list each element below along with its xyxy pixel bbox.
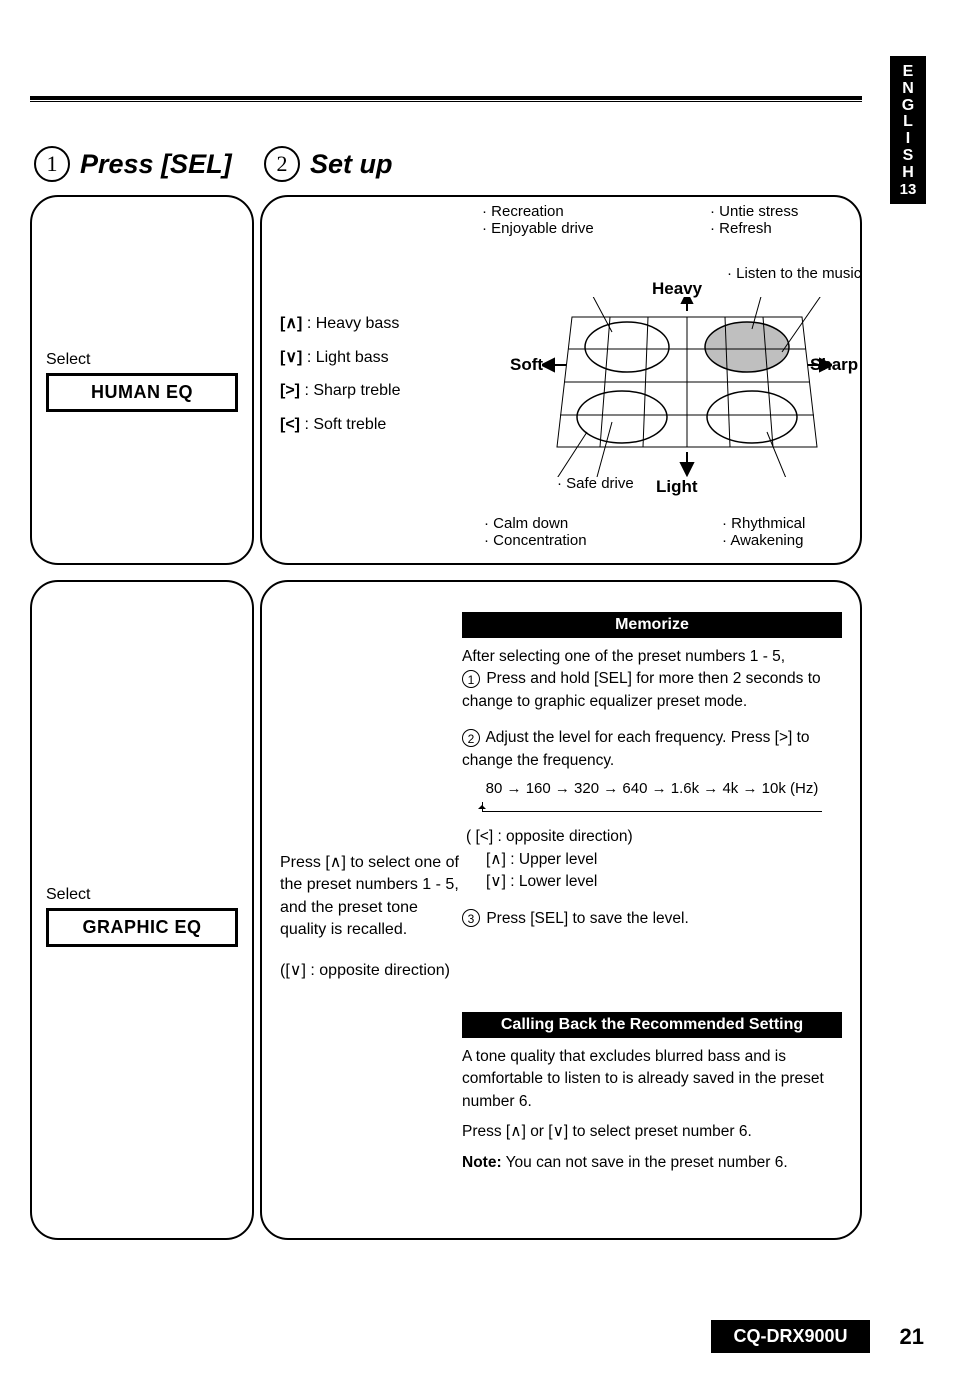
step-circle-icon: 1 <box>462 670 480 688</box>
annotation-safe-drive: · Safe drive <box>557 475 634 492</box>
key-opposite: ( [<] : opposite direction) <box>462 826 842 848</box>
calling-back-block: Calling Back the Recommended Setting A t… <box>462 1012 842 1174</box>
calling-back-body: A tone quality that excludes blurred bas… <box>462 1046 842 1113</box>
step-1-heading: 1 Press [SEL] <box>34 146 264 182</box>
lang-letter: N <box>890 81 926 98</box>
select-label: Select <box>46 351 238 369</box>
step-number-icon: 2 <box>264 146 300 182</box>
graphic-eq-mode-box: GRAPHIC EQ <box>46 908 238 947</box>
step-number-icon: 1 <box>34 146 70 182</box>
control-row: [<] : Soft treble <box>280 408 450 442</box>
page-number: 21 <box>900 1324 924 1350</box>
memorize-step1: 1 Press and hold [SEL] for more then 2 s… <box>462 668 842 713</box>
annotation-bottom-left: · Calm down · Concentration <box>484 515 587 549</box>
step-circle-icon: 3 <box>462 909 480 927</box>
header-rule-thin <box>30 101 862 102</box>
step-2-label: Set up <box>310 149 393 180</box>
language-tab: E N G L I S H 13 <box>890 56 926 204</box>
memorize-step3: 3 Press [SEL] to save the level. <box>462 908 842 930</box>
annotation-far-right: · Listen to the music <box>727 265 867 282</box>
step-1-label: Press [SEL] <box>80 149 232 180</box>
axis-left: Soft <box>510 355 543 375</box>
graphic-eq-select-panel: Select GRAPHIC EQ <box>30 580 254 1240</box>
control-row: [∨] : Light bass <box>280 341 450 375</box>
lang-letter: L <box>890 114 926 131</box>
key-down: [∨] : Lower level <box>462 871 842 893</box>
manual-page: E N G L I S H 13 1 Press [SEL] 2 Set up … <box>0 0 954 1375</box>
direction-controls: [∧] : Heavy bass [∨] : Light bass [>] : … <box>280 307 450 441</box>
memorize-intro: After selecting one of the preset number… <box>462 646 842 668</box>
eq-quadrant-diagram <box>542 297 832 477</box>
control-row: [>] : Sharp treble <box>280 374 450 408</box>
frequency-loop-arrow-icon <box>482 802 822 812</box>
header-rule <box>30 96 862 100</box>
preset-instructions: Press [∧] to select one of the preset nu… <box>280 852 460 982</box>
preset-sub-text: ([∨] : opposite direction) <box>280 960 460 982</box>
lang-letter: H <box>890 165 926 182</box>
page-footer: CQ-DRX900U 21 <box>30 1320 924 1353</box>
graphic-eq-row: Select GRAPHIC EQ Press [∧] to select on… <box>30 580 862 1240</box>
human-eq-setup-panel: [∧] : Heavy bass [∨] : Light bass [>] : … <box>260 195 862 565</box>
key-up: [∧] : Upper level <box>462 849 842 871</box>
lang-letter: S <box>890 148 926 165</box>
calling-back-action: Press [∧] or [∨] to select preset number… <box>462 1121 842 1143</box>
memorize-block: Memorize After selecting one of the pres… <box>462 612 842 930</box>
calling-back-header: Calling Back the Recommended Setting <box>462 1012 842 1038</box>
axis-bottom: Light <box>656 477 698 497</box>
lang-letter: E <box>890 64 926 81</box>
step-2-heading: 2 Set up <box>264 146 862 182</box>
human-eq-row: Select HUMAN EQ [∧] : Heavy bass [∨] : L… <box>30 195 862 565</box>
lang-letter: G <box>890 98 926 115</box>
annotation-bottom-right: · Rhythmical · Awakening <box>722 515 805 549</box>
annotation-top-left: · Recreation · Enjoyable drive <box>482 203 594 237</box>
preset-main-text: Press [∧] to select one of the preset nu… <box>280 852 460 942</box>
frequency-sequence: 80 → 160 → 320 → 640 → 1.6k → 4k → 10k (… <box>462 778 842 800</box>
control-row: [∧] : Heavy bass <box>280 307 450 341</box>
human-eq-mode-box: HUMAN EQ <box>46 373 238 412</box>
lang-section-number: 13 <box>900 181 917 198</box>
annotation-top-right: · Untie stress · Refresh <box>710 203 798 237</box>
model-badge: CQ-DRX900U <box>711 1320 869 1353</box>
step-headings: 1 Press [SEL] 2 Set up <box>34 146 862 182</box>
memorize-step2: 2 Adjust the level for each frequency. P… <box>462 727 842 772</box>
axis-top: Heavy <box>652 279 702 299</box>
memorize-header: Memorize <box>462 612 842 638</box>
step-circle-icon: 2 <box>462 729 480 747</box>
human-eq-select-panel: Select HUMAN EQ <box>30 195 254 565</box>
calling-back-note: Note: You can not save in the preset num… <box>462 1152 842 1174</box>
graphic-eq-setup-panel: Press [∧] to select one of the preset nu… <box>260 580 862 1240</box>
select-label: Select <box>46 886 238 904</box>
lang-letter: I <box>890 131 926 148</box>
